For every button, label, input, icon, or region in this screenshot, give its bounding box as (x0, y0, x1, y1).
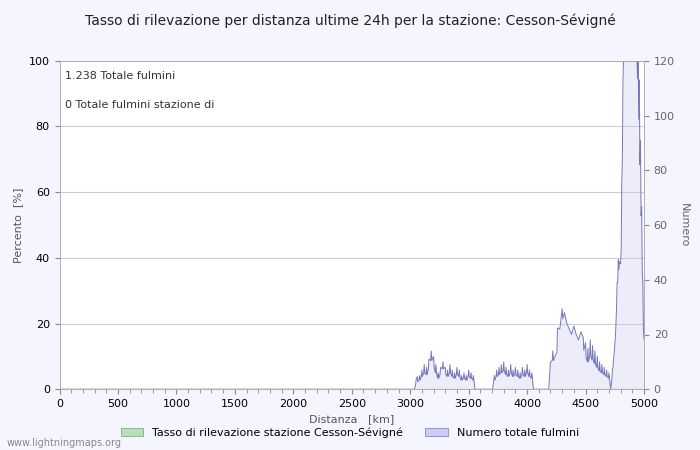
X-axis label: Distanza   [km]: Distanza [km] (309, 414, 394, 424)
Text: 0 Totale fulmini stazione di: 0 Totale fulmini stazione di (65, 100, 215, 110)
Text: 1.238 Totale fulmini: 1.238 Totale fulmini (65, 71, 176, 81)
Y-axis label: Numero: Numero (679, 203, 689, 247)
Text: Tasso di rilevazione per distanza ultime 24h per la stazione: Cesson-Sévigné: Tasso di rilevazione per distanza ultime… (85, 14, 615, 28)
Text: www.lightningmaps.org: www.lightningmaps.org (7, 438, 122, 448)
Legend: Tasso di rilevazione stazione Cesson-Sévigné, Numero totale fulmini: Tasso di rilevazione stazione Cesson-Sév… (117, 423, 583, 442)
Y-axis label: Percento  [%]: Percento [%] (13, 187, 23, 263)
